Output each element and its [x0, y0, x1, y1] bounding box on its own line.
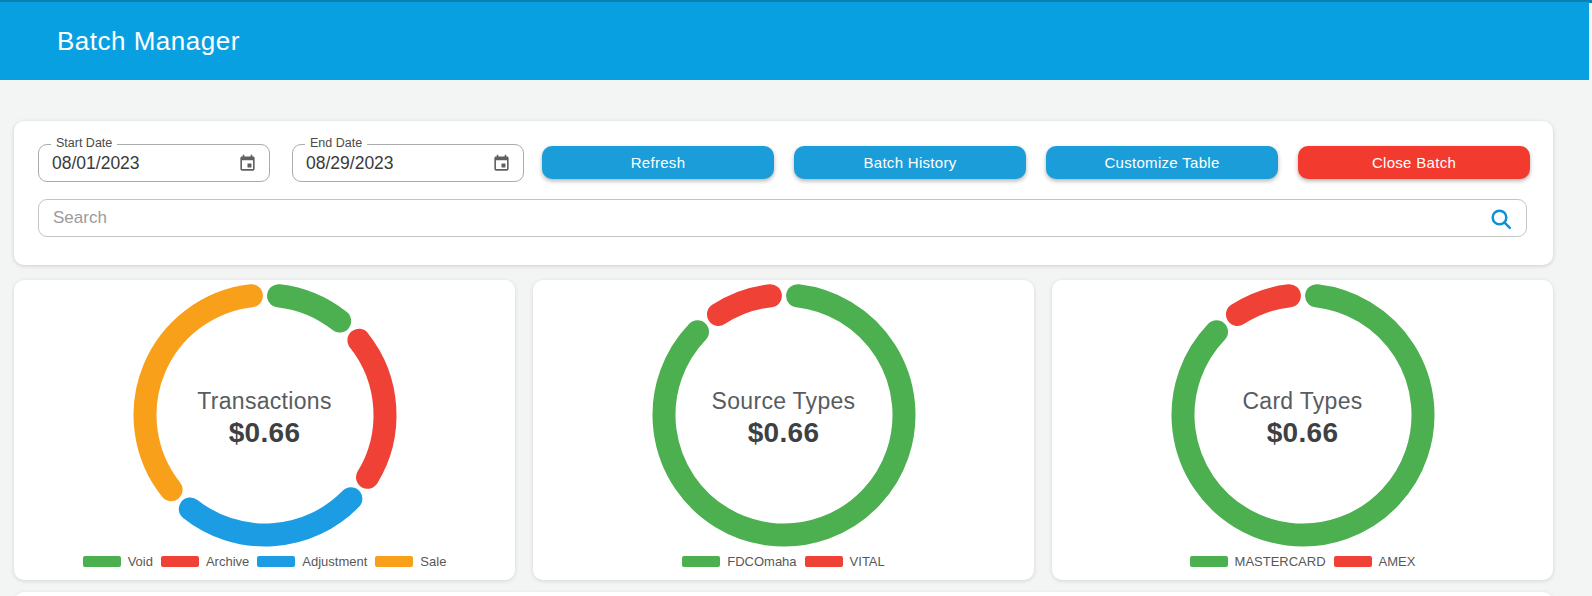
- card-types-chart-card: Card Types $0.66 MASTERCARD AMEX: [1052, 280, 1553, 580]
- transactions-chart-card: Transactions $0.66 Void Archive Adjustment…: [14, 280, 515, 580]
- close-batch-button[interactable]: Close Batch: [1298, 146, 1530, 179]
- search-placeholder: Search: [53, 200, 107, 236]
- batch-table-panel-top: [14, 592, 1553, 596]
- legend-swatch: [682, 556, 720, 567]
- chart-value: $0.66: [14, 417, 515, 449]
- legend-label: Adjustment: [302, 554, 367, 569]
- chart-value: $0.66: [533, 417, 1034, 449]
- legend-item: FDCOmaha: [682, 554, 796, 569]
- legend-label: Sale: [420, 554, 446, 569]
- legend-item: Void: [83, 554, 153, 569]
- legend-swatch: [83, 556, 121, 567]
- chart-value: $0.66: [1052, 417, 1553, 449]
- legend-item: MASTERCARD: [1190, 554, 1326, 569]
- refresh-button[interactable]: Refresh: [542, 146, 774, 179]
- app-header: Batch Manager: [0, 2, 1589, 80]
- legend-label: MASTERCARD: [1235, 554, 1326, 569]
- search-icon[interactable]: [1488, 206, 1514, 232]
- legend-swatch: [1334, 556, 1372, 567]
- legend-label: Void: [128, 554, 153, 569]
- page-title: Batch Manager: [57, 2, 240, 80]
- legend-item: Archive: [161, 554, 249, 569]
- donut-segment-amex: [1237, 296, 1289, 315]
- legend-label: FDCOmaha: [727, 554, 796, 569]
- end-date-field[interactable]: End Date 08/29/2023: [292, 144, 524, 182]
- legend-label: AMEX: [1379, 554, 1416, 569]
- legend-item: AMEX: [1334, 554, 1416, 569]
- legend-item: Adjustment: [257, 554, 367, 569]
- legend-swatch: [1190, 556, 1228, 567]
- batch-history-button[interactable]: Batch History: [794, 146, 1026, 179]
- calendar-icon[interactable]: [238, 154, 257, 173]
- legend-item: VITAL: [805, 554, 885, 569]
- source-types-chart-card: Source Types $0.66 FDCOmaha VITAL: [533, 280, 1034, 580]
- chart-legend: MASTERCARD AMEX: [1052, 554, 1553, 569]
- donut-segment-void: [278, 296, 339, 321]
- legend-swatch: [375, 556, 413, 567]
- legend-label: VITAL: [850, 554, 885, 569]
- toolbar-panel: Start Date 08/01/2023 End Date 08/29/202…: [14, 121, 1553, 265]
- legend-item: Sale: [375, 554, 446, 569]
- legend-swatch: [805, 556, 843, 567]
- chart-legend: FDCOmaha VITAL: [533, 554, 1034, 569]
- donut-segment-adjustment: [190, 499, 351, 535]
- donut-segment-vital: [718, 296, 770, 315]
- chart-title: Card Types: [1052, 386, 1553, 417]
- chart-legend: Void Archive Adjustment Sale: [14, 554, 515, 569]
- chart-title: Transactions: [14, 386, 515, 417]
- legend-swatch: [257, 556, 295, 567]
- start-date-field[interactable]: Start Date 08/01/2023: [38, 144, 270, 182]
- legend-label: Archive: [206, 554, 249, 569]
- search-input[interactable]: Search: [38, 199, 1527, 237]
- legend-swatch: [161, 556, 199, 567]
- chart-title: Source Types: [533, 386, 1034, 417]
- customize-table-button[interactable]: Customize Table: [1046, 146, 1278, 179]
- end-date-value[interactable]: 08/29/2023: [306, 145, 394, 181]
- start-date-value[interactable]: 08/01/2023: [52, 145, 140, 181]
- calendar-icon[interactable]: [492, 154, 511, 173]
